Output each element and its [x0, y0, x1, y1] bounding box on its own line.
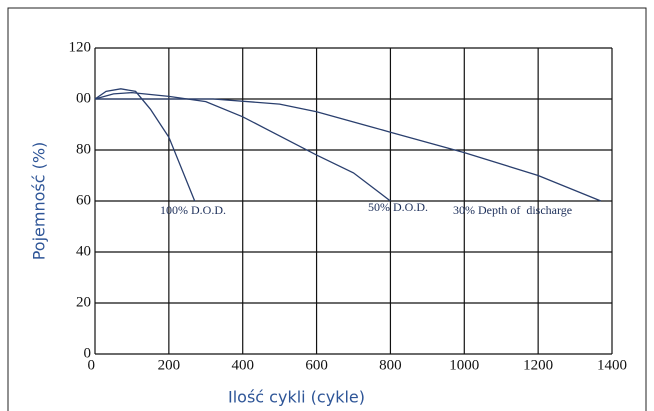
x-tick-label: 200	[158, 357, 181, 373]
x-tick-label: 1000	[449, 357, 479, 373]
y-tick-label: 20	[76, 294, 91, 310]
series-line	[95, 98, 602, 202]
y-tick-label: 60	[76, 192, 91, 208]
y-axis-label: Pojemność (%)	[30, 142, 49, 261]
series-annotation: 50% D.O.D.	[368, 200, 428, 214]
x-tick-label: 400	[231, 357, 254, 373]
series-annotation: 100% D.O.D.	[160, 203, 226, 217]
y-tick-label: 120	[69, 39, 92, 55]
series-line	[94, 91, 391, 202]
x-tick-label: 600	[305, 357, 328, 373]
series-annotation: 30% Depth of discharge	[453, 203, 572, 217]
x-tick-label: 1400	[597, 357, 627, 373]
y-tick-label: 40	[76, 243, 91, 259]
x-tick-label: 0	[88, 357, 96, 373]
series-line	[94, 88, 196, 202]
x-axis-label: Ilość cykli (cykle)	[228, 388, 365, 407]
x-tick-label: 800	[379, 357, 402, 373]
x-tick-label: 1200	[523, 357, 553, 373]
frame	[7, 7, 647, 411]
y-tick-label: 80	[76, 141, 91, 157]
y-tick-label: 00	[76, 90, 91, 106]
y-tick-label: 0	[84, 345, 92, 361]
